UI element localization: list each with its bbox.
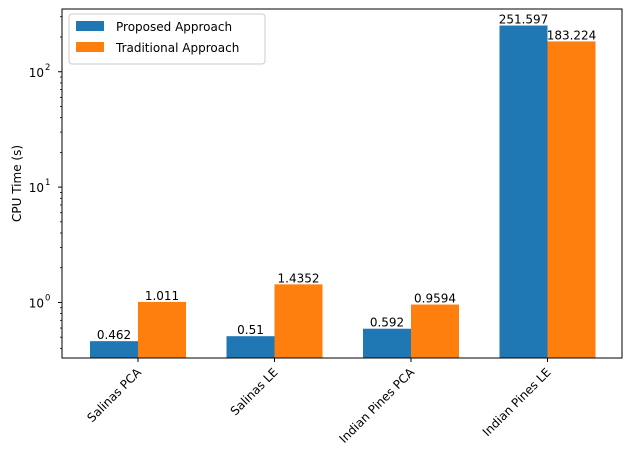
x-tick-label: Indian Pines PCA — [336, 365, 417, 446]
bar-traditional-2 — [411, 304, 459, 358]
x-tick-label: Indian Pines LE — [480, 365, 554, 439]
y-tick-exponent: 0 — [45, 293, 50, 303]
bar-traditional-0 — [138, 301, 186, 358]
y-axis-label: CPU Time (s) — [10, 145, 24, 222]
bar-proposed-3 — [499, 25, 548, 358]
bar-value-label: 1.011 — [145, 289, 179, 303]
y-tick-exponent: 1 — [45, 178, 50, 188]
bar-proposed-1 — [226, 336, 275, 358]
bars-layer — [90, 25, 596, 358]
bar-value-label: 251.597 — [499, 13, 549, 27]
bar-value-label: 0.462 — [97, 328, 131, 342]
y-tick-label: 10 — [29, 181, 44, 195]
y-tick-label: 10 — [29, 66, 44, 80]
plot-frame — [61, 8, 623, 359]
bar-value-label: 0.9594 — [414, 292, 456, 306]
bar-traditional-3 — [547, 41, 596, 358]
x-tick-label: Salinas PCA — [84, 365, 144, 425]
x-tick-label: Salinas LE — [228, 365, 281, 418]
bar-value-label: 0.592 — [370, 316, 404, 330]
bar-value-label: 0.51 — [237, 323, 264, 337]
y-tick-exponent: 2 — [45, 63, 50, 73]
legend-box — [68, 13, 266, 65]
bar-traditional-1 — [274, 284, 323, 358]
bar-proposed-0 — [90, 341, 138, 358]
legend-label: Traditional Approach — [115, 41, 239, 55]
bar-value-label: 1.4352 — [278, 271, 320, 285]
bar-proposed-2 — [363, 328, 411, 358]
legend-swatch — [76, 42, 104, 52]
legend: Proposed Approach Traditional Approach — [68, 13, 266, 65]
legend-swatch — [76, 21, 104, 31]
bar-value-label: 183.224 — [547, 28, 597, 42]
y-tick-label: 10 — [29, 296, 44, 310]
x-axis: Salinas PCA Salinas LE Indian Pines PCA Ind… — [84, 358, 554, 446]
bar-labels-layer: 0.462 1.011 0.51 1.4352 0.592 0.9594 251.59718… — [97, 13, 596, 343]
legend-label: Proposed Approach — [116, 20, 232, 34]
